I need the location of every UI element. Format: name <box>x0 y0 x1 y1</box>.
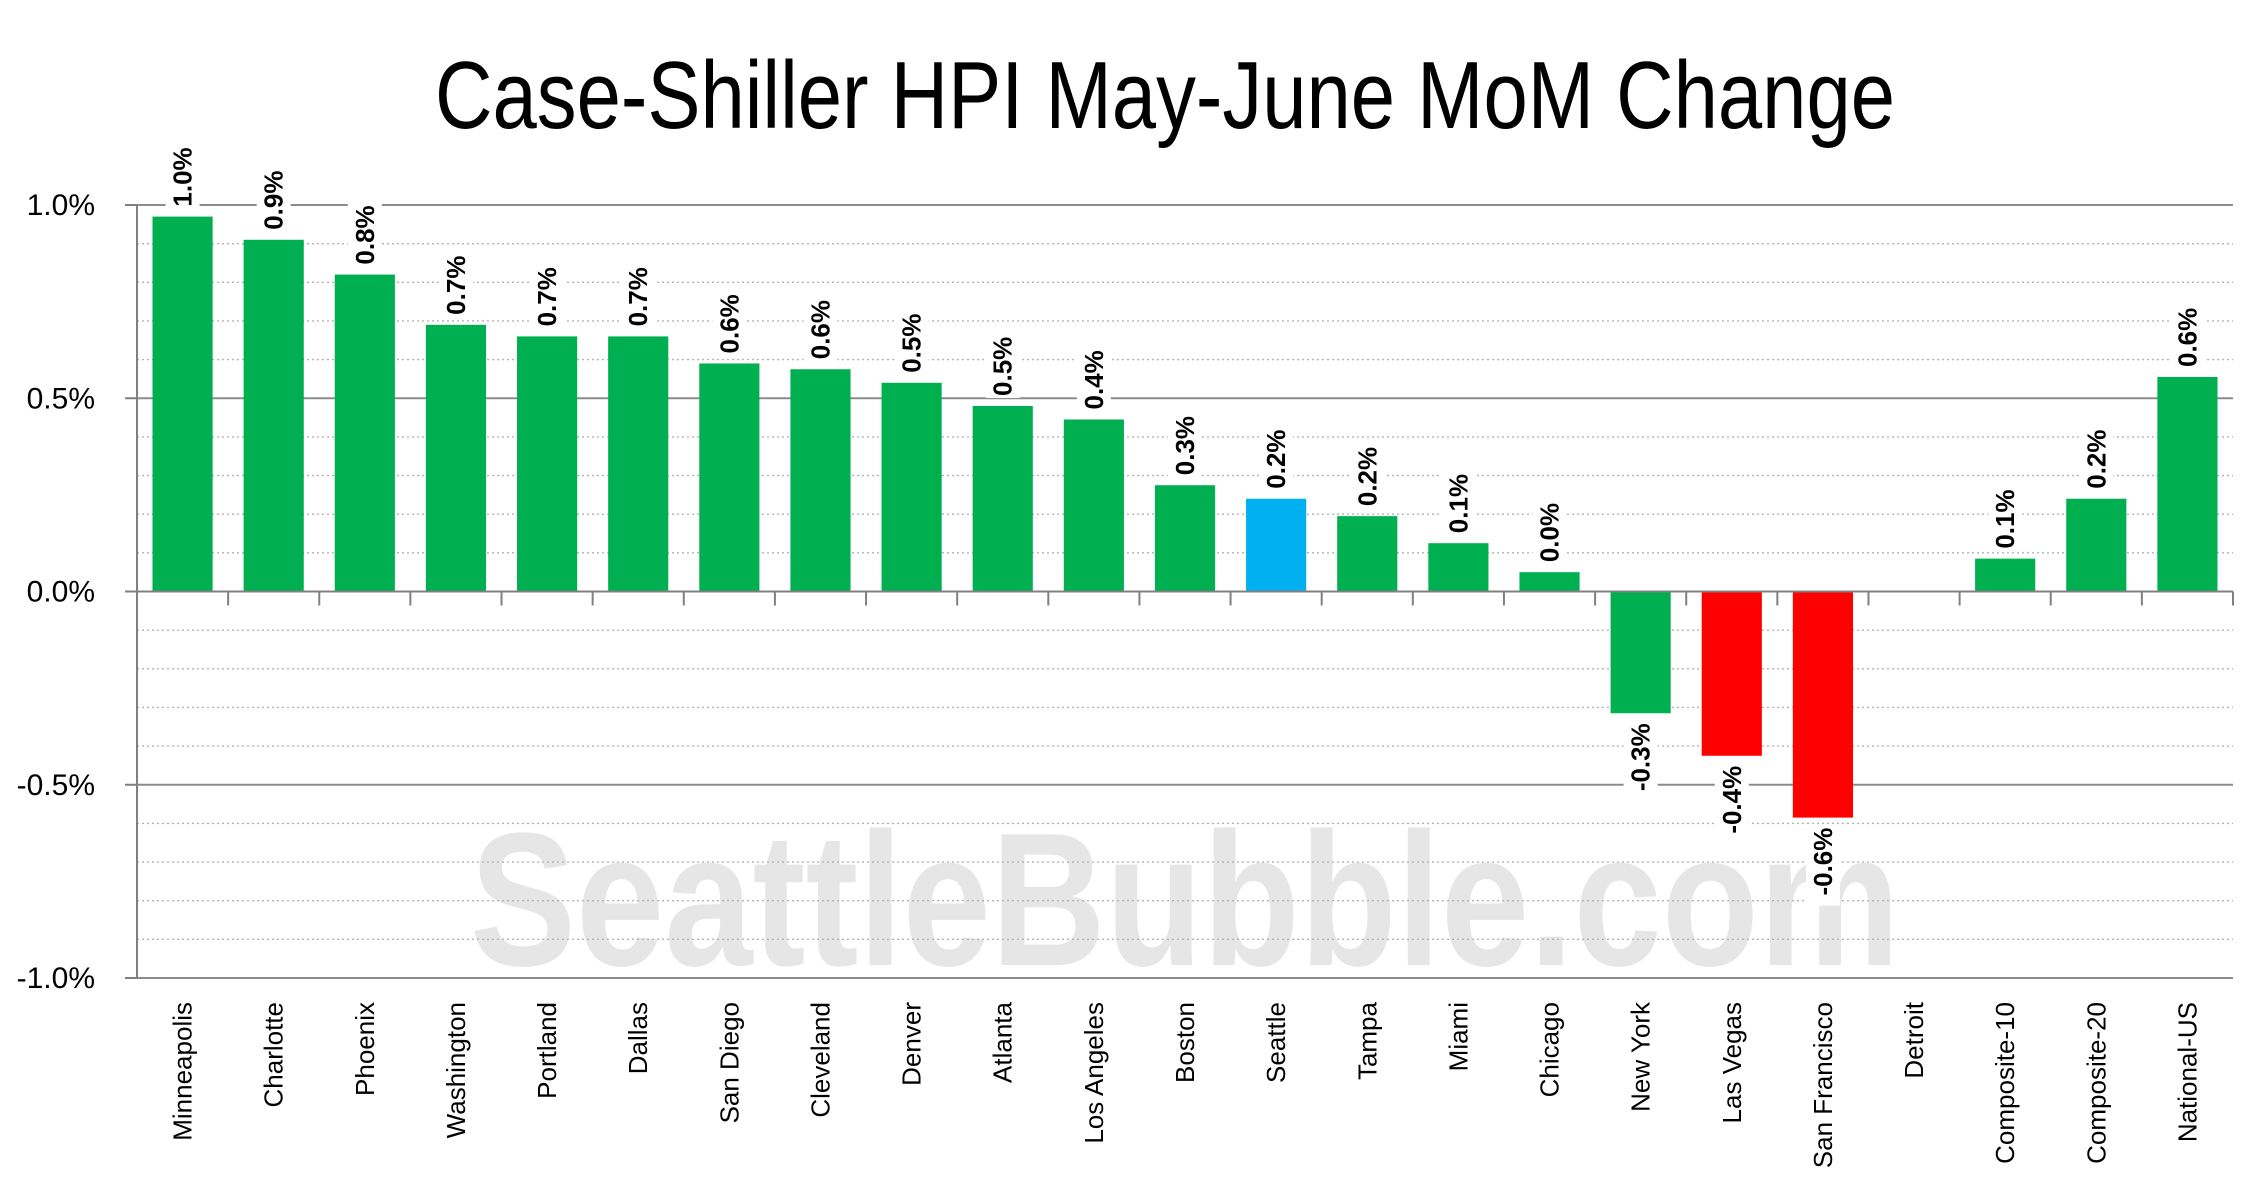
data-label: 0.1% <box>1990 489 2020 548</box>
data-label: -0.4% <box>1717 766 1747 834</box>
data-label: 0.2% <box>1352 447 1382 506</box>
category-label: Phoenix <box>350 1002 380 1096</box>
data-label-bg <box>256 165 291 232</box>
data-label: 0.4% <box>1079 350 1109 409</box>
data-label-bg <box>1714 763 1749 844</box>
data-label-bg <box>712 289 747 356</box>
data-label: 0.5% <box>988 337 1018 396</box>
data-label: 0.7% <box>532 267 562 326</box>
bar-portland <box>517 336 578 592</box>
data-label-bg <box>2079 424 2114 491</box>
bar-chicago <box>1519 572 1580 592</box>
bar-tampa <box>1337 516 1398 592</box>
data-label: 0.9% <box>259 171 289 230</box>
data-label: 0.6% <box>2172 308 2202 367</box>
bar-washington <box>425 324 487 592</box>
data-label: 1.0% <box>168 147 198 206</box>
data-label-bg <box>438 250 473 317</box>
bar-boston <box>1154 485 1216 592</box>
category-label: Atlanta <box>988 1001 1018 1082</box>
bar-phoenix <box>334 274 395 592</box>
data-label: 0.6% <box>805 300 835 359</box>
data-label: 0.1% <box>1443 474 1473 533</box>
data-label-bg <box>985 331 1020 398</box>
category-label: Composite-20 <box>2081 1002 2111 1164</box>
data-label: -0.3% <box>1626 723 1656 791</box>
category-label: Cleveland <box>805 1002 835 1118</box>
category-label: New York <box>1626 1001 1656 1112</box>
category-label: Seattle <box>1261 1002 1291 1083</box>
data-label-bg <box>1076 345 1111 412</box>
category-label: Dallas <box>623 1002 653 1074</box>
y-tick-label: 0.5% <box>27 382 95 415</box>
bar-new-york <box>1610 591 1671 714</box>
data-label-bg <box>894 308 929 375</box>
data-label-bg <box>1805 825 1840 906</box>
bar-minneapolis <box>152 216 213 592</box>
category-label: Minneapolis <box>168 1002 198 1141</box>
data-label-bg <box>803 295 838 362</box>
category-label: Los Angeles <box>1079 1002 1109 1144</box>
category-label: Composite-10 <box>1990 1002 2020 1164</box>
category-label: Portland <box>532 1002 562 1099</box>
y-tick-label: 1.0% <box>27 189 95 222</box>
data-label-bg <box>1441 469 1476 536</box>
bar-atlanta <box>972 405 1033 592</box>
data-label: 0.2% <box>1261 429 1291 488</box>
data-label-bg <box>2170 302 2205 369</box>
category-label: Charlotte <box>259 1002 289 1108</box>
category-label: Miami <box>1443 1002 1473 1071</box>
data-label-bg <box>1988 484 2023 551</box>
category-label: Washington <box>441 1002 471 1138</box>
watermark-text: SeattleBubble.com <box>470 794 1900 1006</box>
category-label: Chicago <box>1535 1002 1565 1097</box>
category-label: San Francisco <box>1808 1002 1838 1168</box>
data-label-bg <box>1259 424 1294 491</box>
data-label-bg <box>621 262 656 329</box>
bar-composite-20 <box>2066 498 2127 592</box>
data-label-bg <box>1168 411 1202 478</box>
data-label-bg <box>1532 498 1567 565</box>
data-label: -0.6% <box>1808 828 1838 896</box>
data-label: 0.7% <box>441 256 471 315</box>
bar-miami <box>1428 543 1489 592</box>
data-label-bg <box>347 200 382 267</box>
data-label-bg <box>1350 442 1385 509</box>
bar-las-vegas <box>1701 591 1762 756</box>
bar-san-francisco <box>1792 591 1853 818</box>
category-label: Denver <box>897 1002 927 1086</box>
bar-san-diego <box>699 363 760 592</box>
data-label: 0.5% <box>897 314 927 373</box>
data-label: 0.2% <box>2081 429 2111 488</box>
bar-denver <box>881 382 942 592</box>
data-label-bg <box>1623 721 1658 802</box>
bar-composite-10 <box>1975 558 2036 592</box>
bar-charlotte <box>243 239 304 592</box>
category-label: Boston <box>1170 1002 1200 1083</box>
data-label-bg <box>530 262 565 329</box>
bar-seattle <box>1246 498 1307 592</box>
category-label: National-US <box>2172 1002 2202 1142</box>
data-label: 0.6% <box>714 294 744 353</box>
data-label: 0.3% <box>1170 416 1200 475</box>
data-label: 0.0% <box>1535 503 1565 562</box>
category-label: Detroit <box>1899 1001 1929 1078</box>
chart-title: Case-Shiller HPI May-June MoM Change <box>435 42 1895 149</box>
category-label: Las Vegas <box>1717 1002 1747 1123</box>
bar-cleveland <box>790 369 851 592</box>
data-label: 0.7% <box>623 267 653 326</box>
y-tick-label: 0.0% <box>27 576 95 609</box>
data-label-bg <box>165 142 200 209</box>
y-tick-label: -0.5% <box>17 769 95 802</box>
bar-dallas <box>608 336 669 592</box>
data-label: 0.8% <box>350 205 380 264</box>
bar-national-us <box>2157 376 2218 592</box>
category-label: Tampa <box>1352 1001 1382 1080</box>
bar-los-angeles <box>1063 419 1124 592</box>
y-tick-label: -1.0% <box>17 962 95 995</box>
category-label: San Diego <box>714 1002 744 1123</box>
